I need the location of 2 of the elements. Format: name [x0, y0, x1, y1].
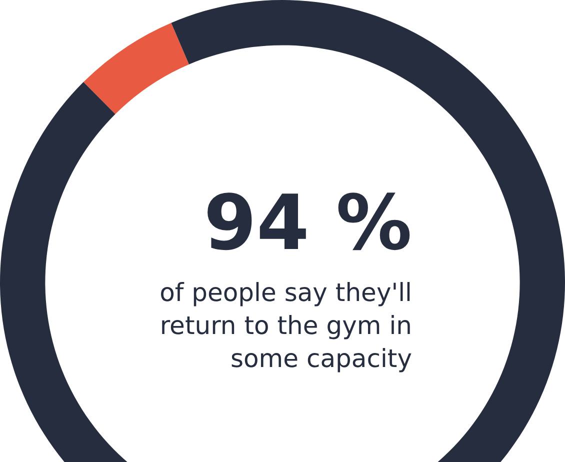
text: of people say they'll return to the gym in some capacity — [158, 277, 412, 375]
text: 94 % — [204, 178, 412, 267]
